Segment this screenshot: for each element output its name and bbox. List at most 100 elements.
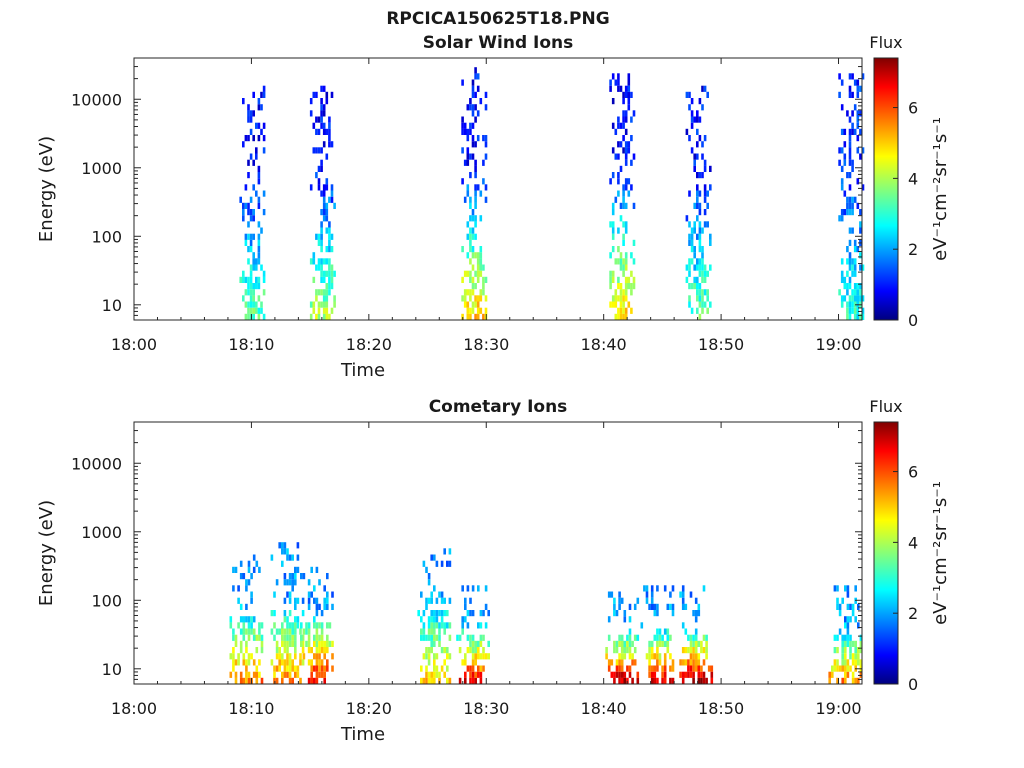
colorbar-header: Flux [869,397,902,416]
flux-cell [692,610,695,617]
y-tick-label: 100 [91,227,122,246]
flux-cell [302,653,306,660]
flux-cell [461,659,464,666]
flux-cell [229,653,233,660]
flux-cell [247,313,250,320]
flux-cell [619,122,623,129]
flux-cell [320,246,323,253]
flux-cell [628,616,632,623]
flux-cell [854,653,857,660]
flux-cell [469,295,472,302]
flux-cell [322,202,326,209]
flux-cell [859,671,863,678]
flux-cell [701,264,704,271]
flux-cell [239,560,243,567]
flux-cell [458,677,462,684]
flux-cell [617,307,620,314]
flux-cell [288,628,292,635]
flux-cell [622,190,625,197]
flux-cell [244,239,248,246]
flux-cell [328,283,331,290]
flux-cell [315,610,319,617]
flux-cell [627,283,631,290]
flux-cell [322,141,326,148]
flux-cell [685,215,689,222]
flux-cell [689,653,693,660]
flux-cell [320,159,323,166]
x-tick-label: 18:40 [581,335,627,354]
flux-cell [617,122,620,129]
flux-cell [696,295,699,302]
flux-cell [859,659,863,666]
flux-cell [628,647,632,654]
flux-cell [476,252,480,259]
flux-cell [471,141,475,148]
flux-cell [257,172,261,179]
flux-cell [613,647,616,654]
flux-cell [846,289,849,296]
flux-cell [328,270,331,277]
flux-cell [433,634,436,641]
flux-cell [859,153,862,160]
flux-cell [696,172,699,179]
flux-cell [249,128,253,135]
flux-cell [622,233,625,240]
flux-cell [281,677,284,684]
x-axis-label: Time [340,360,385,381]
flux-cell [469,313,472,320]
flux-cell [622,116,625,123]
flux-cell [696,264,699,271]
flux-cell [438,677,441,684]
flux-cell [281,622,284,629]
flux-cell [323,603,326,610]
flux-cell [309,184,313,191]
flux-cell [477,653,480,660]
flux-cell [229,622,233,629]
flux-cell [653,671,657,678]
flux-cell [482,276,485,283]
panel-title: Solar Wind Ions [423,33,574,53]
flux-cell [239,671,243,678]
flux-cell [615,659,619,666]
flux-cell [622,221,625,228]
flux-cell [703,85,707,92]
flux-cell [833,634,837,641]
flux-cell [703,209,707,216]
flux-cell [294,579,297,586]
flux-cell [609,283,612,290]
flux-cell [330,283,334,290]
flux-cell [648,653,651,660]
flux-cell [461,628,464,635]
flux-cell [703,184,707,191]
flux-cell [477,585,480,592]
flux-cell [681,677,685,684]
flux-cell [861,73,865,80]
flux-cell [622,98,625,105]
y-tick-label: 1000 [81,523,122,542]
flux-cell [838,91,841,98]
flux-cell [317,233,321,240]
flux-cell [844,653,847,660]
flux-cell [420,591,423,598]
flux-cell [609,270,612,277]
flux-cell [273,622,276,629]
flux-cell [476,73,480,80]
flux-cell [283,573,287,580]
flux-cell [257,178,261,185]
flux-cell [249,233,253,240]
flux-cell [624,289,628,296]
flux-cell [469,202,472,209]
flux-cell [474,659,477,666]
flux-cell [273,591,276,598]
flux-cell [257,233,261,240]
flux-cell [469,307,472,314]
flux-cell [435,560,439,567]
flux-cell [690,246,694,253]
flux-cell [448,677,452,684]
flux-cell [627,85,631,92]
flux-cell [701,295,704,302]
flux-cell [614,79,618,86]
flux-cell [323,597,326,604]
flux-cell [427,573,431,580]
flux-cell [320,190,323,197]
